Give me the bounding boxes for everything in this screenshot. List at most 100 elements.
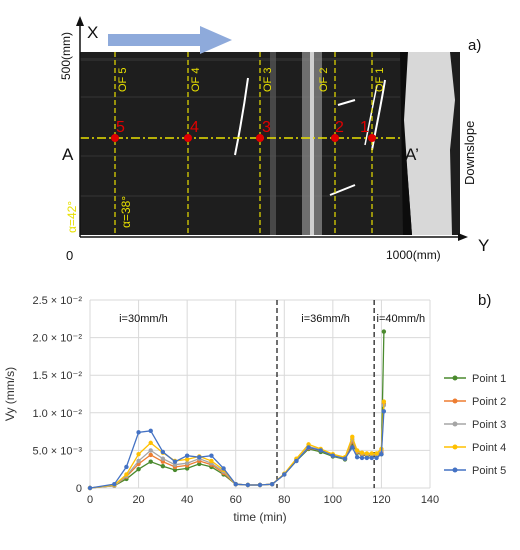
- x-tick-label: 20: [132, 494, 144, 506]
- data-point-point-5: [160, 449, 166, 455]
- crack-line: [371, 79, 386, 151]
- data-point-point-3: [148, 448, 153, 453]
- angle-label-left: α=42°: [65, 201, 79, 233]
- data-point-point-5: [359, 455, 365, 461]
- section-start-label: A: [62, 145, 74, 164]
- crack-line: [364, 84, 378, 146]
- x-tick-label: 0: [87, 494, 93, 506]
- x-axis-arrowhead: [76, 16, 84, 26]
- flow-line-label-3: OF 3: [262, 68, 274, 92]
- y-tick-label: 2.5 × 10⁻²: [32, 295, 82, 307]
- series-line-point-5: [89, 411, 385, 489]
- point-label-2: 2: [335, 119, 344, 136]
- data-point-point-5: [257, 482, 263, 488]
- crack-line: [329, 184, 356, 196]
- x-tick-label: 60: [230, 494, 242, 506]
- data-point-point-3: [160, 456, 166, 461]
- data-point-point-3: [172, 462, 178, 467]
- legend-marker-point-4: [452, 444, 458, 450]
- section-end-label: A’: [405, 145, 419, 164]
- data-point-point-5: [124, 464, 129, 470]
- panel-a-label: a): [468, 37, 481, 54]
- y-tick-label: 1.5 × 10⁻²: [32, 370, 82, 382]
- data-point-point-5: [318, 448, 323, 453]
- crack-line: [337, 99, 356, 106]
- texture-stripe: [80, 58, 400, 61]
- point-marker-1: [368, 134, 376, 142]
- data-point-point-4: [374, 451, 379, 456]
- y-axis-title: Vy (mm/s): [3, 367, 17, 421]
- point-label-5: 5: [116, 119, 125, 136]
- data-point-point-3: [136, 458, 141, 464]
- y-extent-label: 1000(mm): [386, 248, 441, 262]
- flow-line-label-2: OF 2: [318, 68, 330, 92]
- data-point-point-5: [233, 482, 238, 487]
- texture-stripe: [80, 195, 400, 197]
- data-point-point-1: [197, 461, 202, 467]
- x-tick-label: 40: [181, 494, 193, 506]
- crack-line: [234, 77, 249, 156]
- point-label-4: 4: [190, 119, 199, 136]
- x-tick-label: 80: [278, 494, 290, 506]
- data-point-point-1: [184, 466, 190, 471]
- edge-shadow: [400, 52, 412, 235]
- point-marker-5: [111, 134, 119, 142]
- data-point-point-5: [172, 459, 178, 464]
- data-point-point-3: [184, 460, 190, 466]
- flow-line-label-1: OF 1: [374, 68, 386, 92]
- data-point-point-5: [184, 453, 190, 458]
- downslope-label: Downslope: [462, 121, 477, 185]
- data-point-point-5: [197, 454, 202, 460]
- data-point-point-5: [245, 482, 251, 488]
- point-marker-4: [184, 134, 192, 142]
- data-point-point-4: [124, 472, 129, 477]
- y-tick-label: 2.0 × 10⁻²: [32, 333, 82, 345]
- legend-marker-point-1: [452, 375, 458, 381]
- panel-a: a) OF 5 OF 4 OF 3: [59, 16, 489, 263]
- metal-frame-post: [270, 52, 276, 235]
- metal-frame-highlight: [310, 52, 314, 235]
- data-point-point-5: [112, 482, 117, 487]
- data-point-point-1: [381, 329, 387, 334]
- point-marker-2: [331, 134, 339, 142]
- x-extent-label: 500(mm): [59, 32, 73, 80]
- y-tick-label: 1.0 × 10⁻²: [32, 408, 82, 420]
- panel-b-chart: b) 0 20 40 60 80 100 120 140 0 5.0 × 10⁻³ 1.0 × 10⁻…: [3, 292, 506, 524]
- point-marker-3: [256, 134, 264, 142]
- legend-entry: Point 1: [472, 373, 506, 385]
- data-point-point-5: [374, 455, 379, 461]
- y-tick-label: 5.0 × 10⁻³: [32, 445, 82, 457]
- data-point-point-5: [381, 409, 387, 414]
- texture-stripe: [80, 96, 400, 98]
- data-point-point-4: [184, 457, 190, 462]
- flow-direction-arrow: [108, 26, 232, 54]
- flow-lines: [114, 52, 373, 235]
- data-point-point-5: [364, 455, 370, 461]
- data-point-point-5: [354, 454, 360, 460]
- legend-marker-point-2: [452, 398, 458, 404]
- legend-marker-point-5: [452, 467, 458, 473]
- data-point-point-5: [350, 445, 355, 450]
- data-point-point-5: [148, 428, 153, 434]
- data-point-point-5: [136, 430, 141, 435]
- texture-stripe: [80, 155, 400, 157]
- regime-label: i=40mm/h: [377, 313, 426, 325]
- data-point-point-1: [160, 463, 166, 469]
- series-line-point-1: [89, 331, 385, 489]
- downslope-edge: [403, 52, 455, 235]
- data-point-point-5: [221, 466, 226, 471]
- legend-entry: Point 3: [472, 419, 506, 431]
- data-point-point-4: [148, 440, 153, 446]
- data-point-point-4: [209, 458, 214, 464]
- data-point-point-5: [342, 456, 348, 461]
- data-point-point-5: [282, 472, 287, 477]
- point-label-1: 1: [360, 119, 369, 136]
- angle-label-right: α=38°: [119, 196, 133, 228]
- data-point-point-4: [381, 399, 387, 404]
- y-tick-label: 0: [76, 483, 82, 495]
- y-axis-label: Y: [478, 236, 489, 255]
- panel-b-label: b): [478, 292, 491, 309]
- flow-line-label-5: OF 5: [117, 68, 129, 92]
- regime-label: i=30mm/h: [119, 313, 168, 325]
